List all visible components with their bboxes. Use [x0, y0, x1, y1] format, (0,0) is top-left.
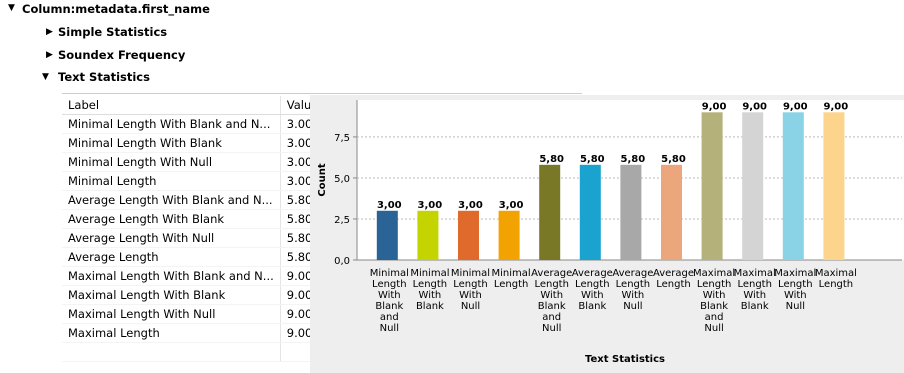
- label-cell: Maximal Length With Blank: [62, 285, 281, 305]
- x-tick-label: Minimal Length: [492, 268, 531, 290]
- tree-root[interactable]: Column:metadata.first_name: [22, 2, 210, 16]
- x-tick-label: Average Length With Blank and Null: [531, 268, 572, 334]
- x-tick-label: Maximal Length With Blank and Null: [693, 268, 735, 334]
- bar: [620, 164, 642, 260]
- value-label: 5,80: [580, 154, 605, 165]
- x-tick-label: Minimal Length With Null: [451, 268, 490, 312]
- y-tick-label: 2,5: [334, 215, 350, 226]
- x-tick-label: Maximal Length With Null: [774, 268, 816, 312]
- label-cell: Minimal Length With Blank: [62, 133, 281, 153]
- label-cell: Maximal Length: [62, 323, 281, 343]
- value-label: 5,80: [539, 154, 564, 165]
- bar: [782, 112, 804, 260]
- x-tick-label: Average Length With Null: [612, 268, 653, 312]
- bar: [539, 164, 561, 260]
- value-label: 5,80: [621, 154, 646, 165]
- label-cell: Average Length With Blank and N...: [62, 190, 281, 210]
- empty-cell: [62, 342, 281, 362]
- bar: [742, 112, 764, 260]
- bar: [417, 210, 439, 260]
- x-tick-label: Average Length With Blank: [572, 268, 613, 312]
- expand-arrow[interactable]: ▶: [46, 27, 53, 37]
- value-label: 9,00: [742, 101, 767, 112]
- expand-arrow[interactable]: ▼: [8, 3, 15, 13]
- value-label: 9,00: [783, 101, 808, 112]
- bar: [579, 164, 601, 260]
- tree-item[interactable]: Text Statistics: [58, 70, 150, 84]
- x-tick-label: Maximal Length With Blank: [734, 268, 776, 312]
- table-row[interactable]: Maximal Length With Blank 9.00: [62, 285, 354, 305]
- label-cell: Average Length With Null: [62, 228, 281, 248]
- label-cell: Average Length: [62, 247, 281, 267]
- label-cell: Maximal Length With Null: [62, 304, 281, 324]
- tree-item[interactable]: Simple Statistics: [58, 25, 168, 39]
- expand-arrow[interactable]: ▼: [42, 72, 49, 82]
- value-label: 3,00: [499, 200, 524, 211]
- x-tick-label: Maximal Length: [815, 268, 857, 290]
- value-label: 9,00: [824, 101, 849, 112]
- column-header[interactable]: Label: [62, 96, 281, 115]
- value-label: 3,00: [418, 200, 443, 211]
- bar: [376, 210, 398, 260]
- value-label: 5,80: [661, 154, 686, 165]
- label-cell: Minimal Length With Null: [62, 152, 281, 172]
- bar: [498, 210, 520, 260]
- bar: [701, 112, 723, 260]
- bar: [661, 164, 682, 260]
- bar: [823, 112, 845, 260]
- value-label: 3,00: [458, 200, 483, 211]
- x-tick-label: Minimal Length With Blank: [410, 268, 449, 312]
- x-tick-label: Minimal Length With Blank and Null: [370, 268, 409, 334]
- separator: [62, 93, 582, 94]
- x-tick-label: Average Length: [653, 268, 694, 290]
- y-axis-label: Count: [317, 163, 328, 196]
- y-tick-label: 5,0: [334, 174, 350, 185]
- label-cell: Minimal Length With Blank and N...: [62, 114, 281, 134]
- label-cell: Minimal Length: [62, 171, 281, 191]
- x-axis-label: Text Statistics: [585, 354, 665, 365]
- y-tick-label: 7,5: [334, 133, 350, 144]
- chart: Count Text Statistics 0,0 2,5 5,0 7,5 Minima…: [310, 95, 904, 373]
- tree-item[interactable]: Soundex Frequency: [58, 48, 186, 62]
- expand-arrow[interactable]: ▶: [46, 50, 53, 60]
- label-cell: Average Length With Blank: [62, 209, 281, 229]
- bar: [458, 210, 479, 260]
- value-label: 9,00: [702, 101, 727, 112]
- table-row[interactable]: Minimal Length 3.00: [62, 171, 354, 191]
- value-label: 3,00: [377, 200, 402, 211]
- label-cell: Maximal Length With Blank and N...: [62, 266, 281, 286]
- y-tick-label: 0,0: [334, 256, 350, 267]
